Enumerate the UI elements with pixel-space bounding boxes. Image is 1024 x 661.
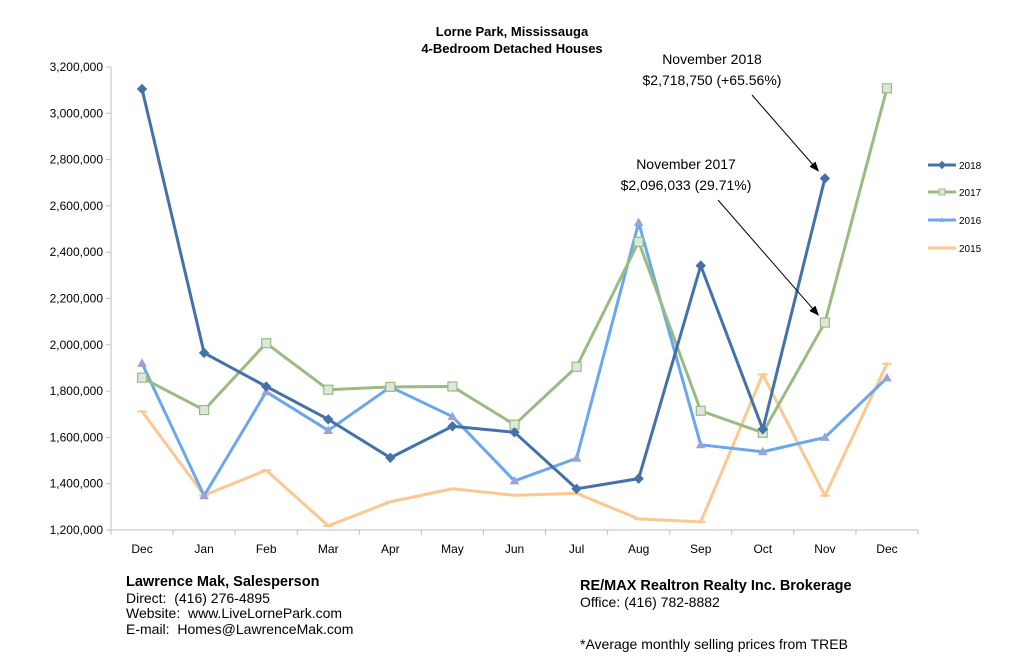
point-marker xyxy=(695,439,706,449)
point-marker xyxy=(633,236,644,247)
y-tick-label: 2,000,000 xyxy=(50,338,104,352)
point-marker xyxy=(137,358,147,367)
source-note: *Average monthly selling prices from TRE… xyxy=(580,636,848,652)
annotation-2017: November 2017 $2,096,033 (29.71%) xyxy=(621,156,819,316)
y-tick-label: 3,200,000 xyxy=(50,60,104,74)
point-marker xyxy=(937,160,947,170)
office-phone: Office: (416) 782-8882 xyxy=(580,593,720,610)
point-marker xyxy=(819,317,830,328)
y-tick-label: 2,800,000 xyxy=(50,153,104,167)
x-tick-label: Oct xyxy=(753,542,772,556)
agent-website: Website: www.LiveLornePark.com xyxy=(126,605,343,621)
legend-marker xyxy=(939,217,945,222)
y-tick-label: 2,200,000 xyxy=(50,292,104,306)
axes: 1,200,000 1,400,000 1,600,000 1,800,000 2,00… xyxy=(50,60,919,556)
y-tick-label: 3,000,000 xyxy=(50,106,104,120)
point-marker xyxy=(881,83,893,94)
point-marker xyxy=(509,427,520,438)
point-marker xyxy=(882,372,892,382)
point-marker xyxy=(136,83,148,95)
point-marker xyxy=(757,424,769,435)
annotation-arrow xyxy=(751,94,819,172)
brokerage-name: RE/MAX Realtron Realty Inc. Brokerage xyxy=(580,578,852,594)
brokerage-contact: RE/MAX Realtron Realty Inc. Brokerage Of… xyxy=(580,578,852,610)
series-2018 xyxy=(136,83,831,495)
agent-name: Lawrence Mak, Salesperson xyxy=(126,574,320,590)
legend-label: 2017 xyxy=(959,188,982,199)
annotation-layer: November 2018$2,718,750 (+65.56%)Novembe… xyxy=(621,51,819,316)
legend-label: 2015 xyxy=(959,244,982,255)
chart-subtitle: 4-Bedroom Detached Houses xyxy=(421,41,602,56)
point-marker xyxy=(199,404,210,416)
point-marker xyxy=(819,173,831,184)
y-tick-label: 2,600,000 xyxy=(50,199,104,213)
agent-email: E-mail: Homes@LawrenceMak.com xyxy=(126,620,354,637)
point-marker xyxy=(695,260,706,271)
x-tick-label: Jan xyxy=(194,542,213,556)
y-tick-label: 2,400,000 xyxy=(50,245,104,259)
x-tick-label: Aug xyxy=(628,542,649,556)
x-tick-label: Sep xyxy=(690,542,712,556)
legend-item-2017: 2017 xyxy=(928,188,982,199)
point-marker xyxy=(820,432,830,441)
y-tick-label: 1,600,000 xyxy=(50,430,104,444)
x-tick-label: Jul xyxy=(569,542,584,556)
x-tick-label: Nov xyxy=(814,542,835,556)
legend: 2018 2017 2016 2015 xyxy=(928,160,982,255)
point-marker xyxy=(695,405,706,416)
point-marker xyxy=(633,217,644,227)
point-marker xyxy=(261,338,272,349)
x-tick-label: Mar xyxy=(318,542,339,556)
legend-label: 2018 xyxy=(959,161,982,172)
y-tick-label: 1,800,000 xyxy=(50,384,104,398)
x-tick-label: Dec xyxy=(131,542,152,556)
x-tick-label: Dec xyxy=(876,542,897,556)
y-tick-label: 1,200,000 xyxy=(50,523,104,537)
annotation-value: $2,718,750 (+65.56%) xyxy=(643,72,782,88)
point-marker xyxy=(260,381,272,392)
y-tick-label: 1,400,000 xyxy=(50,477,104,491)
point-marker xyxy=(447,421,458,432)
series-line-2015 xyxy=(140,362,889,528)
series-2017 xyxy=(136,83,893,438)
x-tick-label: Apr xyxy=(381,542,400,556)
series-2015 xyxy=(137,362,892,528)
annotation-arrow xyxy=(717,199,819,316)
x-tick-label: Feb xyxy=(256,542,277,556)
annotation-heading: November 2017 xyxy=(636,156,736,172)
legend-marker xyxy=(938,188,946,196)
annotation-value: $2,096,033 (29.71%) xyxy=(621,177,752,193)
agent-contact: Lawrence Mak, Salesperson Direct: (416) … xyxy=(126,574,354,637)
point-marker xyxy=(136,372,148,383)
series-line-2016 xyxy=(140,221,889,498)
x-tick-label: May xyxy=(441,542,464,556)
series-layer xyxy=(136,83,893,528)
point-marker xyxy=(509,475,520,485)
annotation-heading: November 2018 xyxy=(662,51,762,67)
point-marker xyxy=(323,414,334,425)
point-marker xyxy=(571,453,582,462)
point-marker xyxy=(323,384,334,395)
point-marker xyxy=(385,381,396,393)
legend-item-2018: 2018 xyxy=(928,160,982,172)
point-marker xyxy=(447,381,458,392)
point-marker xyxy=(571,361,582,372)
point-marker xyxy=(633,473,644,484)
point-marker xyxy=(447,411,458,421)
point-marker xyxy=(198,347,210,359)
chart-title: Lorne Park, Mississauga xyxy=(436,24,589,39)
legend-label: 2016 xyxy=(959,216,982,227)
point-marker xyxy=(385,452,396,463)
x-tick-label: Jun xyxy=(505,542,524,556)
line-chart: Lorne Park, Mississauga 4-Bedroom Detach… xyxy=(50,24,982,556)
point-marker xyxy=(199,490,209,500)
legend-item-2016: 2016 xyxy=(928,216,982,227)
point-marker xyxy=(323,425,334,434)
series-line-2018 xyxy=(140,87,827,491)
legend-item-2015: 2015 xyxy=(928,244,982,255)
point-marker xyxy=(757,446,768,456)
point-marker xyxy=(571,483,582,495)
agent-direct-phone: Direct: (416) 276-4895 xyxy=(126,589,270,606)
annotation-2018: November 2018 $2,718,750 (+65.56%) xyxy=(643,51,819,172)
